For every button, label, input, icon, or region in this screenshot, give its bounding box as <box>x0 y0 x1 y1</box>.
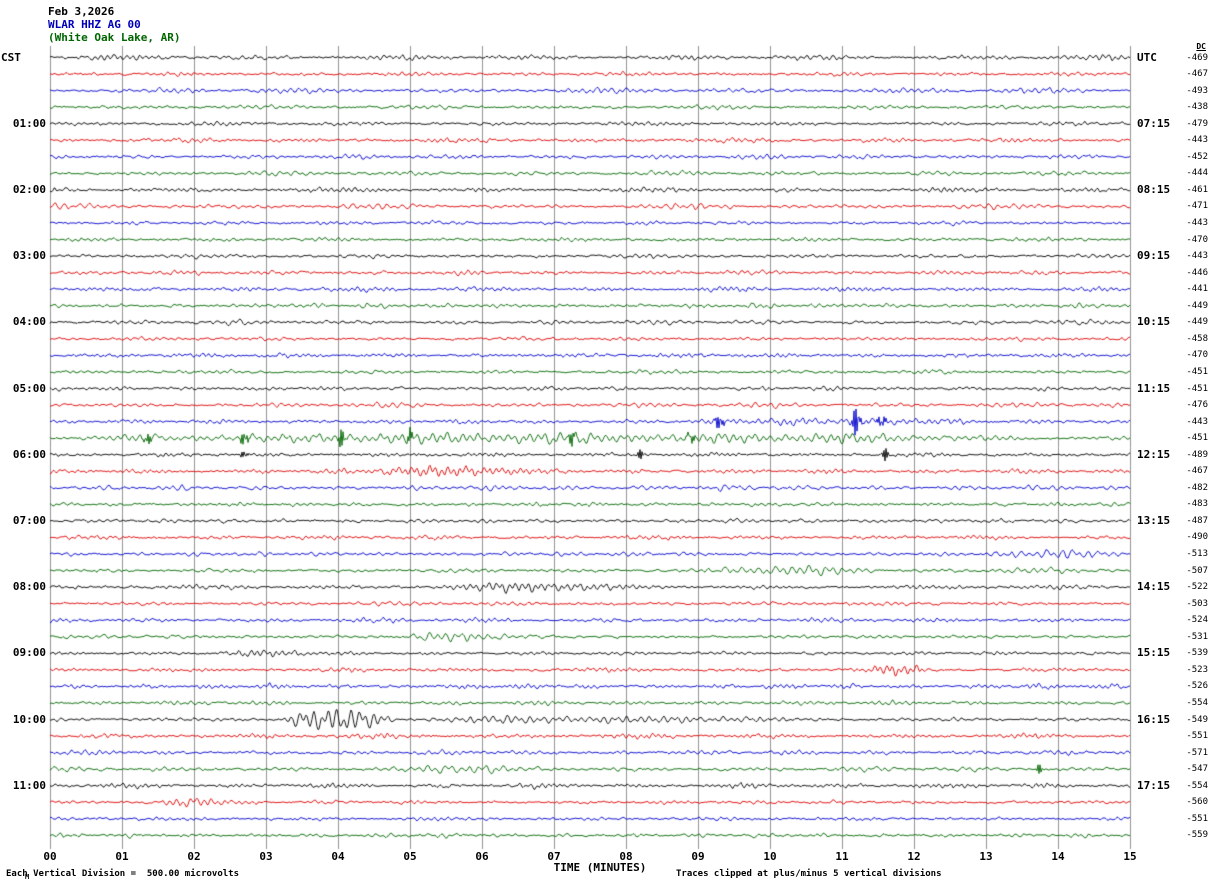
header-date: Feb 3,2026 <box>48 5 115 18</box>
x-axis-title: TIME (MINUTES) <box>553 861 647 874</box>
dc-column-header: DC <box>1196 42 1206 51</box>
header-station: WLAR HHZ AG 00 <box>48 18 141 31</box>
footer-clip-note: Traces clipped at plus/minus 5 vertical … <box>676 869 942 879</box>
corner-mark: M <box>25 873 30 881</box>
right-axis-header: UTC <box>1137 51 1157 64</box>
header-site: (White Oak Lake, AR) <box>48 31 181 44</box>
footer-scale-note: Each Vertical Division = 500.00 microvol… <box>6 869 239 879</box>
left-axis-header: CST <box>1 51 21 64</box>
